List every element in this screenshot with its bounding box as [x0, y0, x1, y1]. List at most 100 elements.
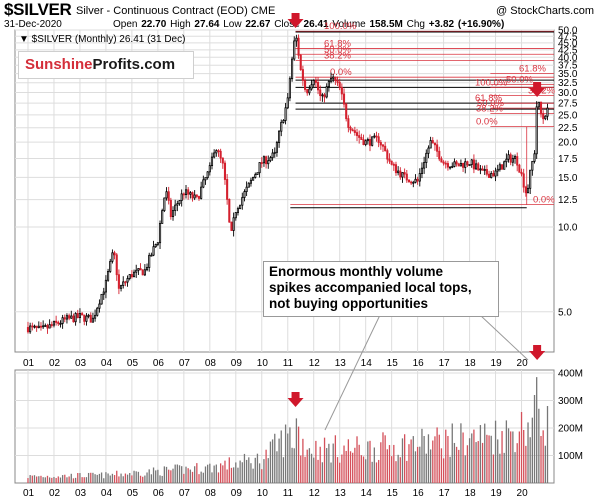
candle-body: [472, 159, 475, 170]
candle-body: [306, 89, 309, 94]
candle-body: [83, 314, 86, 322]
volume-bar: [406, 460, 408, 483]
candle-body: [531, 160, 534, 171]
candle-body: [249, 179, 252, 184]
fib-2020-label: 100.0%: [475, 77, 508, 88]
candle-body: [191, 192, 194, 199]
candle-body: [386, 150, 389, 160]
volume-bar: [455, 446, 458, 483]
candle-body: [351, 129, 354, 132]
price-tick-label: 5.0: [558, 307, 572, 318]
candle-body: [226, 179, 229, 200]
price-tick-label: 30.0: [558, 88, 578, 99]
candle-body: [427, 147, 430, 154]
candle-body: [139, 268, 142, 271]
candle-body: [232, 217, 235, 231]
volume-bar: [332, 443, 334, 483]
volume-bar: [64, 474, 66, 483]
candle-body: [511, 157, 514, 163]
volume-bar: [77, 473, 79, 483]
candle-body: [35, 325, 38, 329]
volume-bar: [98, 473, 101, 483]
x-tick-label: 17: [439, 488, 451, 499]
candle-body: [327, 80, 330, 88]
candle-body: [533, 153, 536, 162]
volume-bar: [40, 475, 42, 483]
volume-bar: [391, 456, 393, 483]
candle-body: [349, 127, 352, 131]
close-label: Close: [274, 19, 300, 30]
volume-bar: [432, 440, 434, 483]
volume-tick-label: 400M: [558, 369, 583, 380]
candle-body: [535, 106, 538, 155]
volume-bar: [172, 468, 174, 483]
volume-bar: [191, 471, 194, 483]
candle-body: [122, 281, 125, 286]
fib-2011-label: 38.2%: [324, 50, 351, 61]
candle-body: [319, 89, 322, 97]
volume-bar: [414, 451, 417, 483]
candle-body: [539, 101, 543, 115]
volume-bar: [471, 433, 473, 483]
volume-bar: [475, 442, 477, 483]
volume-bar: [399, 457, 401, 483]
x-tick-label: 20: [517, 488, 529, 499]
volume-bar: [284, 424, 287, 483]
candle-body: [219, 150, 222, 159]
candle-body: [429, 140, 432, 149]
volume-bar: [135, 471, 137, 483]
x-tick-label: 16: [413, 488, 425, 499]
source-credit: @ StockCharts.com: [496, 5, 594, 17]
volume-bar: [373, 447, 375, 483]
candle-body: [464, 161, 467, 168]
candle-body: [100, 293, 103, 305]
volume-bar: [70, 473, 72, 483]
candle-body: [180, 193, 183, 201]
volume-bar: [525, 445, 527, 483]
volume-bar: [397, 454, 399, 483]
candle-body: [379, 142, 382, 146]
candle-body: [336, 80, 339, 83]
volume-bar: [378, 459, 380, 483]
callout-leader-line: [479, 314, 529, 361]
volume-bar: [410, 439, 412, 483]
volume-bar: [334, 435, 337, 483]
candle-body: [50, 324, 53, 326]
candle-body: [150, 254, 153, 257]
x-tick-label: 01: [23, 358, 35, 369]
candle-body: [332, 76, 335, 79]
x-tick-label: 02: [49, 488, 61, 499]
volume-bar: [42, 477, 44, 483]
volume-bar: [113, 475, 116, 483]
candle-body: [299, 54, 302, 70]
x-tick-label: 08: [205, 488, 217, 499]
volume-bar: [512, 431, 514, 483]
volume-bar: [185, 466, 187, 483]
volume-bar: [103, 478, 105, 483]
volume-bar: [59, 477, 62, 483]
candle-body: [355, 132, 359, 136]
candle-body: [446, 163, 449, 168]
volume-bar: [466, 445, 469, 483]
candle-body: [152, 246, 155, 256]
volume-bar: [248, 457, 250, 483]
volume-bar: [222, 465, 224, 483]
candle-body: [133, 271, 136, 278]
volume-bar: [139, 475, 142, 483]
x-tick-label: 17: [439, 358, 451, 369]
volume-bar: [516, 443, 518, 483]
candle-body: [449, 166, 452, 169]
volume-bar: [209, 463, 211, 483]
x-tick-label: 18: [465, 488, 477, 499]
logo-part-2: Profits.com: [92, 56, 176, 73]
volume-bar: [280, 430, 282, 483]
candle-body: [416, 178, 419, 182]
candle-body: [115, 254, 118, 276]
x-tick-label: 07: [179, 488, 191, 499]
volume-bar: [514, 452, 516, 483]
volume-bar: [126, 474, 129, 483]
volume-bar: [317, 459, 319, 483]
volume-bar: [118, 476, 120, 483]
candle-body: [444, 162, 447, 165]
candle-body: [466, 161, 469, 166]
